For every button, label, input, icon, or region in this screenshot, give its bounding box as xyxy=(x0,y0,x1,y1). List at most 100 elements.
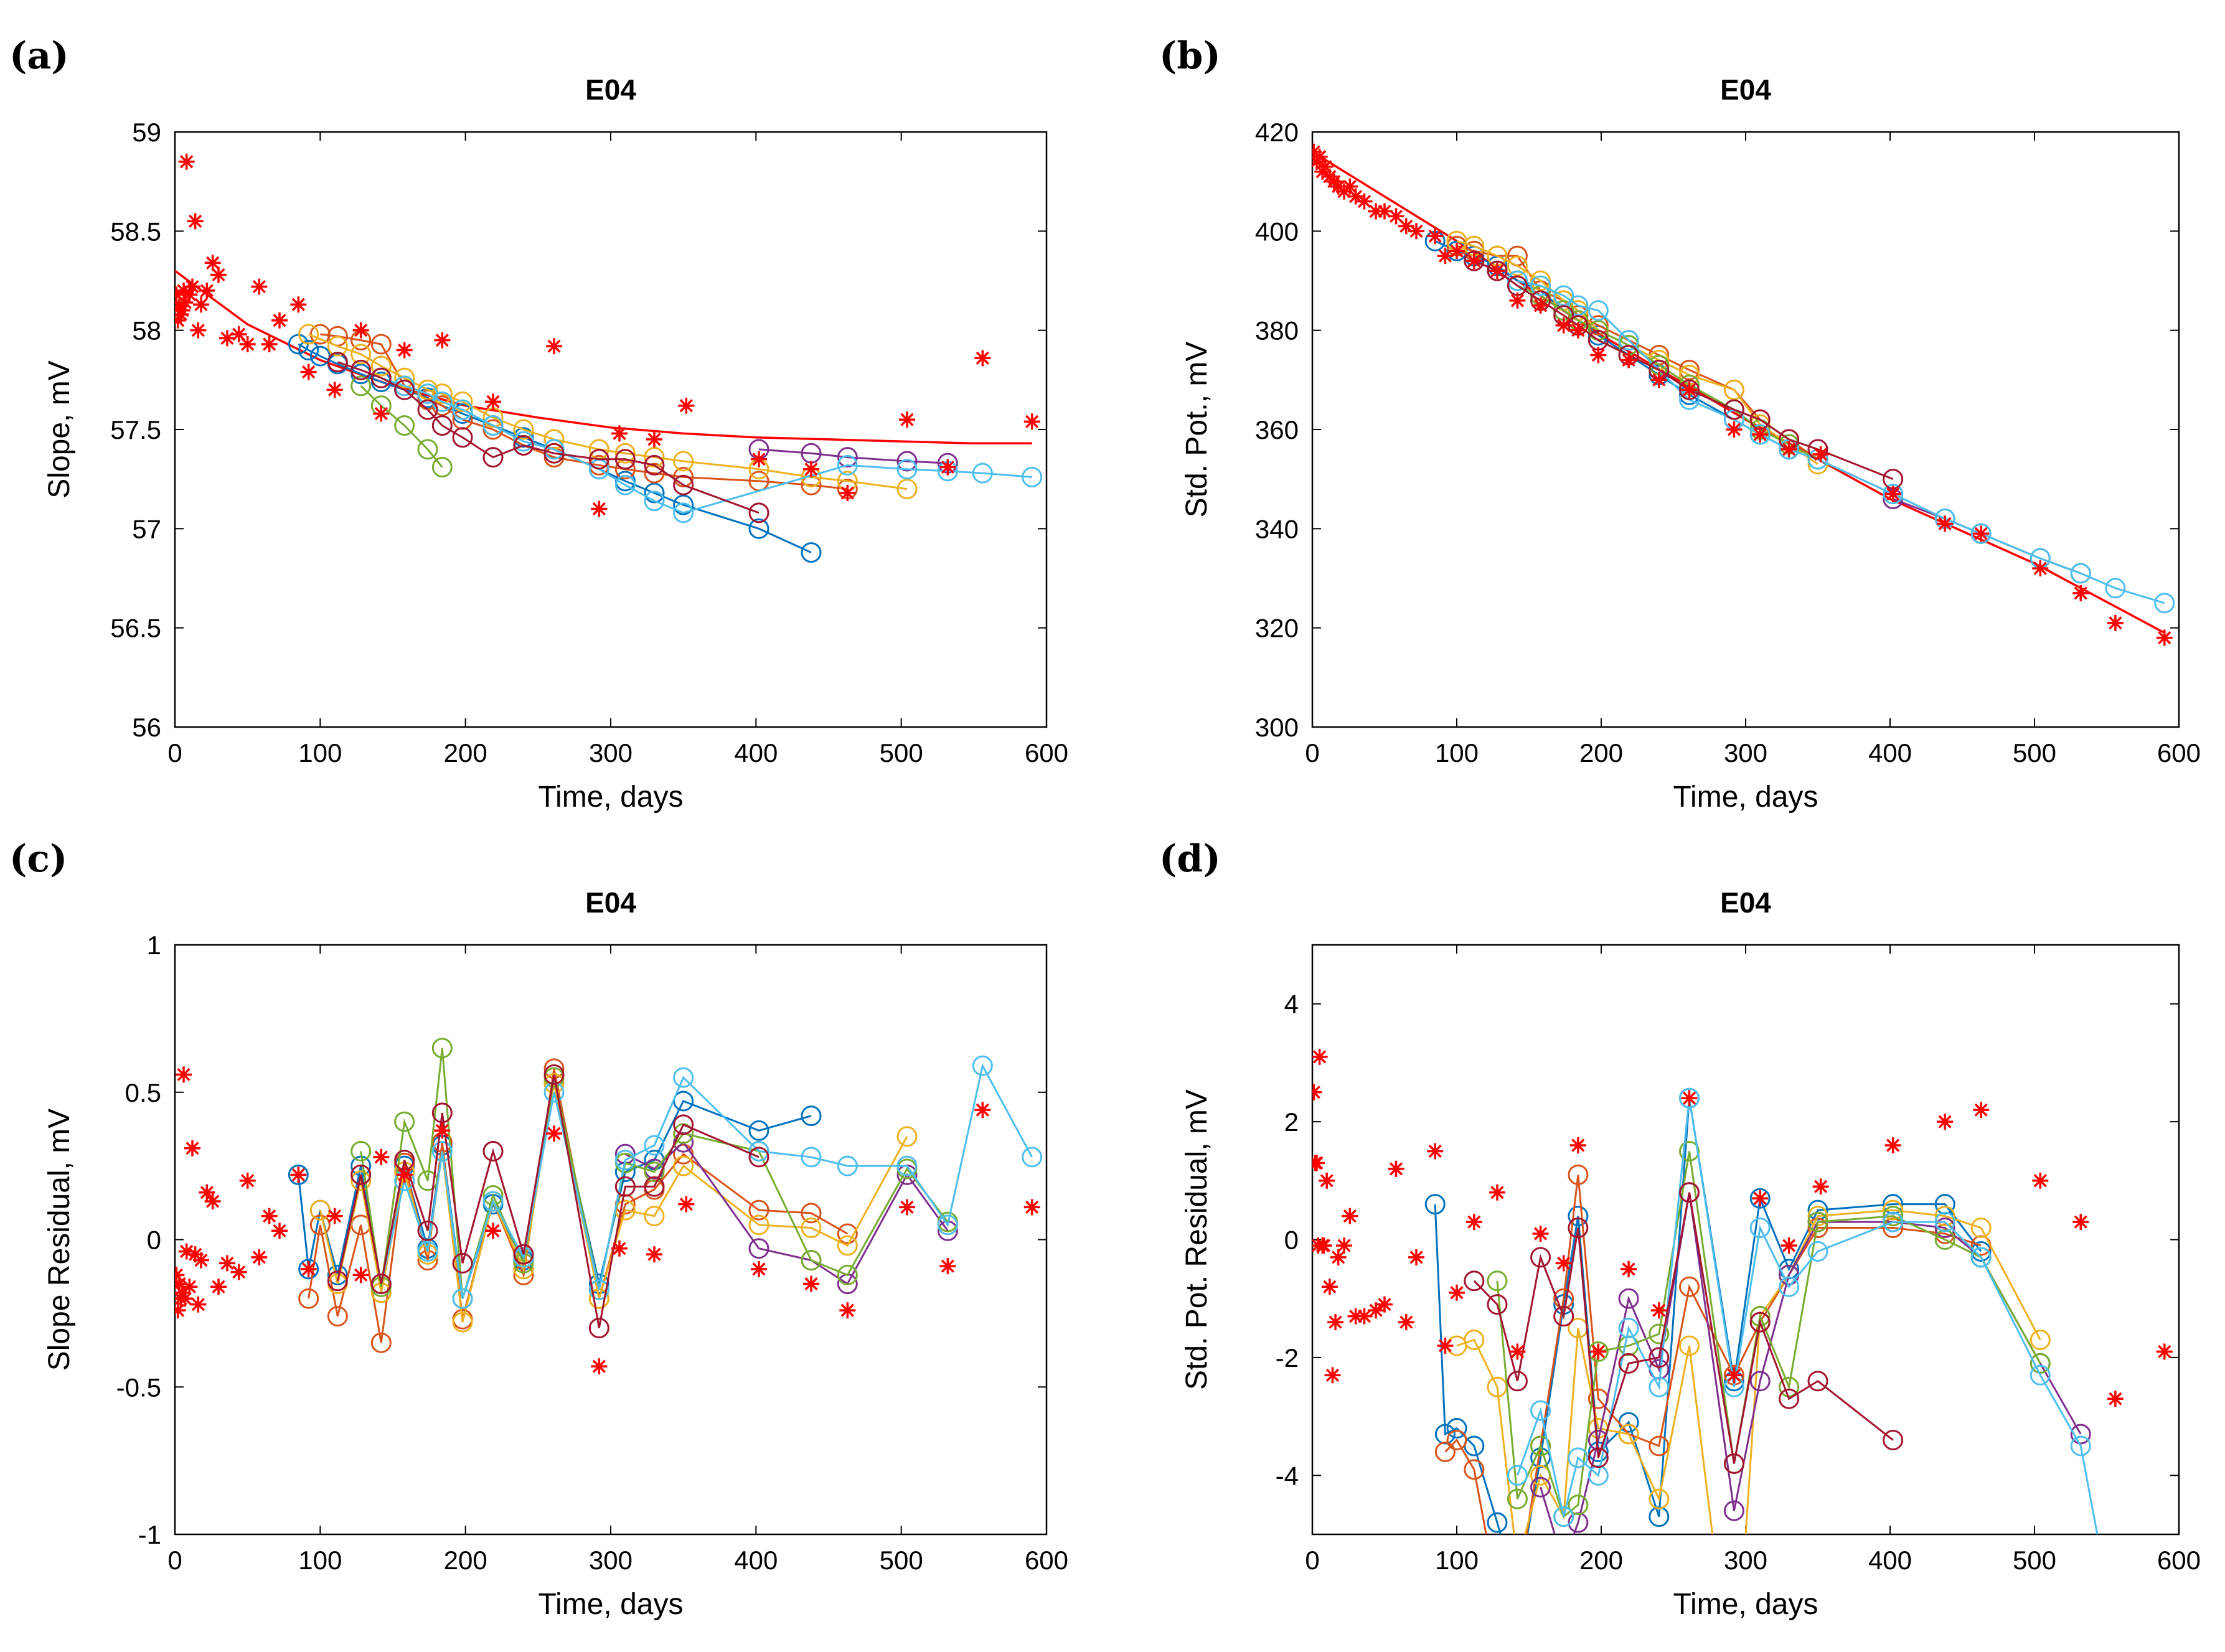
series-7 xyxy=(327,1064,769,1339)
series-point xyxy=(1749,424,1771,445)
series-point xyxy=(644,1135,665,1156)
series-point xyxy=(972,1055,993,1076)
series-point xyxy=(1649,1435,1670,1457)
x-tick-label: 500 xyxy=(880,738,923,767)
series-point xyxy=(644,1176,665,1197)
series-point xyxy=(1464,250,1485,271)
series-line xyxy=(1496,1151,2041,1519)
measured-point xyxy=(546,1125,562,1142)
series-point xyxy=(673,494,694,515)
measured-point xyxy=(184,1140,200,1157)
series-point xyxy=(1749,1188,1771,1209)
series-point xyxy=(350,1170,372,1191)
series-point xyxy=(644,1162,665,1183)
series-point xyxy=(350,344,372,365)
series-point xyxy=(748,1120,769,1141)
series-point xyxy=(482,1140,504,1162)
series-point xyxy=(1649,1376,1670,1397)
series-point xyxy=(1779,1276,1800,1297)
series-line xyxy=(758,448,948,464)
x-tick-label: 500 xyxy=(880,1546,923,1575)
measured-point xyxy=(1621,352,1637,368)
measured-point xyxy=(646,431,662,448)
series-point xyxy=(614,449,636,470)
series-point xyxy=(452,427,473,448)
measured-points xyxy=(1312,1048,2173,1407)
y-tick-label: 420 xyxy=(1255,118,1299,147)
series-point xyxy=(350,1140,372,1162)
x-tick-label: 200 xyxy=(1579,1546,1623,1575)
series-point xyxy=(1970,1247,1992,1268)
measured-point xyxy=(1312,1084,1322,1101)
x-tick-label: 0 xyxy=(1305,1546,1319,1575)
series-point xyxy=(588,1274,609,1295)
series-point xyxy=(673,1114,694,1135)
series-point xyxy=(327,1264,348,1285)
measured-point xyxy=(230,1264,247,1280)
y-tick-label: 360 xyxy=(1255,415,1299,444)
series-point xyxy=(1883,1218,1904,1239)
series-point xyxy=(801,542,822,563)
series-point xyxy=(1807,1211,1828,1232)
series-point xyxy=(1488,1584,1507,1603)
x-tick-label: 200 xyxy=(444,1546,487,1575)
series-point xyxy=(370,334,392,355)
measured-point xyxy=(1650,1302,1667,1319)
measured-point xyxy=(175,1302,186,1319)
series-7 xyxy=(1464,1182,1904,1474)
measured-point xyxy=(251,1249,268,1265)
measured-point xyxy=(899,411,915,428)
series-point xyxy=(370,1274,392,1295)
measured-point xyxy=(373,1148,390,1165)
y-axis-label: Std. Pot., mV xyxy=(1180,342,1213,518)
measured-point xyxy=(1752,1190,1769,1207)
series-point xyxy=(1508,1554,1526,1573)
measured-point xyxy=(1376,1296,1393,1313)
panel-c: (c) E04 0 100 200 300 400 500 600 -1 -0.5 0 0.5 1 Time… xyxy=(9,837,1068,1621)
measured-point xyxy=(1388,1160,1404,1177)
series-point xyxy=(370,355,392,377)
series-1 xyxy=(1424,1087,1992,1534)
series-point xyxy=(2030,1364,2051,1386)
axes-frame xyxy=(174,131,1048,728)
x-tick-label: 200 xyxy=(444,738,487,767)
series-point xyxy=(1618,330,1639,351)
panel-label: (a) xyxy=(9,34,69,78)
series-point xyxy=(431,1038,453,1059)
x-tick-label: 100 xyxy=(298,738,342,767)
series-point xyxy=(1568,1206,1589,1227)
series-line xyxy=(1517,279,2165,604)
y-tick-label: 59 xyxy=(132,118,161,147)
y-tick-label: 56 xyxy=(132,713,161,742)
series-point xyxy=(350,359,372,380)
y-tick-label: 2 xyxy=(1284,1107,1299,1137)
series-point xyxy=(327,336,348,357)
series-line xyxy=(1540,1192,2082,1534)
series-point xyxy=(452,399,473,420)
measured-point xyxy=(1437,1337,1454,1354)
measured-point xyxy=(1681,1090,1698,1107)
measured-point xyxy=(1449,243,1465,260)
measured-point xyxy=(210,266,227,283)
measured-point xyxy=(300,1260,317,1277)
series-line xyxy=(308,333,908,490)
series-point xyxy=(1970,1241,1992,1262)
series-point xyxy=(614,1150,636,1171)
series-point xyxy=(837,1155,858,1176)
series-line xyxy=(380,377,1032,514)
series-point xyxy=(1487,1270,1508,1292)
x-tick-label: 300 xyxy=(589,1546,633,1575)
series-point xyxy=(327,352,348,373)
measured-point xyxy=(1884,1137,1901,1153)
measured-point xyxy=(1465,1214,1482,1231)
measured-point xyxy=(1321,1279,1338,1295)
measured-point xyxy=(1812,446,1829,462)
measured-point xyxy=(1650,372,1667,388)
x-tick-label: 300 xyxy=(589,738,633,767)
series-point xyxy=(1934,1223,1955,1244)
measured-point xyxy=(2072,1214,2089,1231)
series-point xyxy=(1807,1241,1828,1262)
series-point xyxy=(394,1111,415,1132)
series-point xyxy=(1464,1329,1485,1350)
series-point xyxy=(2090,1537,2109,1556)
